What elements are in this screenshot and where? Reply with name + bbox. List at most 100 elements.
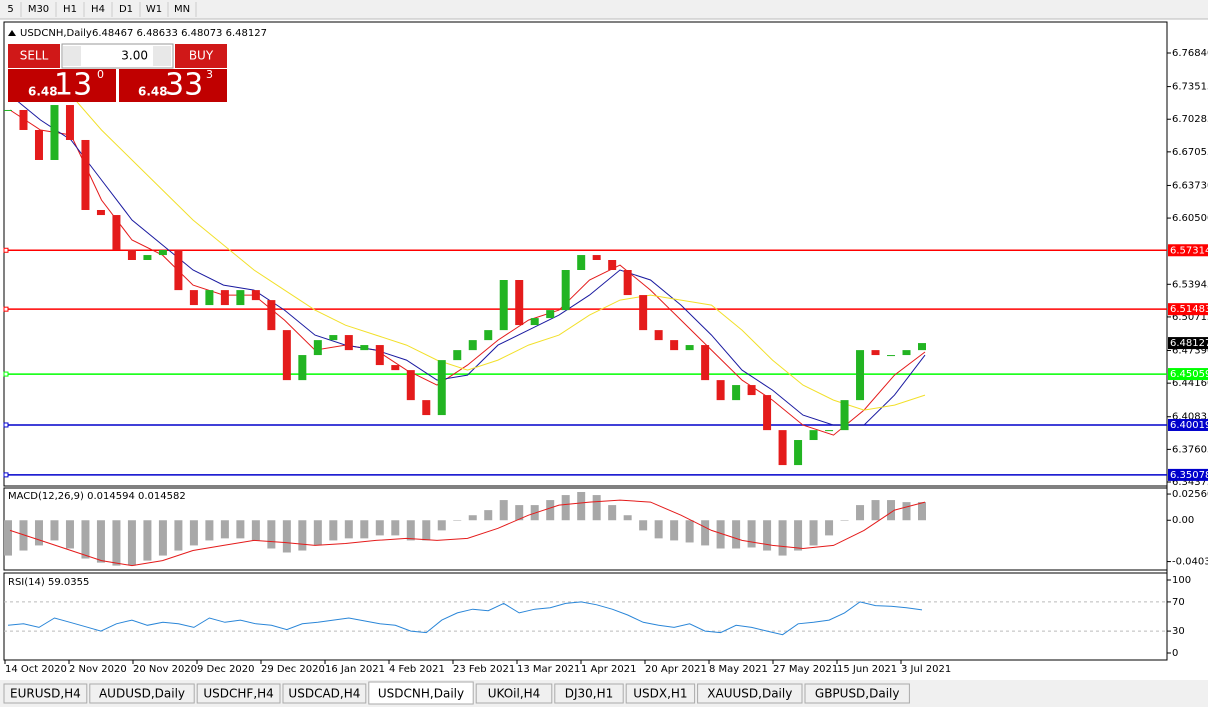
tab[interactable] xyxy=(804,683,910,704)
timeframe-button[interactable]: M30 xyxy=(28,4,49,15)
ask-fraction: 3 xyxy=(206,68,213,81)
tab-label[interactable]: USDX,H1 xyxy=(633,687,687,701)
buy-label: BUY xyxy=(189,49,214,63)
macd-bar xyxy=(794,520,803,551)
timeframe-button[interactable]: MN xyxy=(174,4,190,15)
macd-bar xyxy=(856,505,865,521)
timeframe-button[interactable]: H1 xyxy=(63,4,77,15)
y-tick-label: 6.73515 xyxy=(1172,82,1208,93)
macd-bar xyxy=(871,500,880,521)
tab[interactable] xyxy=(3,683,88,704)
candle xyxy=(840,400,849,431)
candle xyxy=(65,105,74,140)
sell-button[interactable] xyxy=(8,44,60,68)
tab[interactable] xyxy=(554,683,624,704)
y-tick-label: 6.63730 xyxy=(1172,180,1208,191)
level-price-label: 6.45059 xyxy=(1170,369,1208,380)
macd-bar xyxy=(422,520,431,541)
bid-big: 6.48 xyxy=(28,85,58,99)
macd-bar xyxy=(484,510,493,521)
tab-label[interactable]: UKOil,H4 xyxy=(488,687,541,701)
tab[interactable] xyxy=(89,683,195,704)
y-tick-label: 6.60500 xyxy=(1172,213,1208,224)
tab[interactable] xyxy=(368,681,474,705)
tab[interactable] xyxy=(282,683,367,704)
macd-bar xyxy=(902,502,911,521)
macd-bar xyxy=(840,520,849,521)
lots-value: 3.00 xyxy=(121,49,148,63)
x-tick-label: 1 Apr 2021 xyxy=(581,664,636,675)
candle xyxy=(499,280,508,331)
candle xyxy=(546,310,555,319)
candle xyxy=(375,345,384,366)
candle xyxy=(856,350,865,401)
level-handle xyxy=(3,247,9,253)
tab[interactable] xyxy=(697,683,803,704)
candle xyxy=(329,335,338,341)
candle xyxy=(4,109,12,111)
y-tick-label: 6.47390 xyxy=(1172,346,1208,357)
level-price-label: 6.57314 xyxy=(1170,245,1208,256)
candle xyxy=(96,209,105,216)
timeframe-button[interactable]: H4 xyxy=(91,4,105,15)
y-tick-label: 100 xyxy=(1172,575,1191,586)
macd-bar xyxy=(112,520,121,566)
macd-bar xyxy=(344,520,353,539)
tab-label[interactable]: XAUUSD,Daily xyxy=(707,687,792,701)
level-price-label: 6.35078 xyxy=(1170,470,1208,481)
macd-bar xyxy=(654,520,663,539)
macd-bar xyxy=(50,520,59,541)
candle xyxy=(918,343,926,351)
candle xyxy=(887,355,896,357)
x-tick-label: 2 Nov 2020 xyxy=(69,664,127,675)
one-click-trading: SELL 3.00 BUY 6.48 13 0 6.48 33 3 xyxy=(8,43,227,103)
tab[interactable] xyxy=(475,683,553,704)
y-tick-label: 30 xyxy=(1172,626,1185,637)
macd-bar xyxy=(825,520,834,536)
timeframe-button[interactable]: D1 xyxy=(119,4,133,15)
tab-label[interactable]: USDCAD,H4 xyxy=(288,687,360,701)
macd-bar xyxy=(4,520,12,556)
tab-label[interactable]: DJ30,H1 xyxy=(565,687,614,701)
y-tick-label: 6.70285 xyxy=(1172,114,1208,125)
tab-label[interactable]: USDCNH,Daily xyxy=(378,687,464,701)
timeframe-button[interactable]: 5 xyxy=(7,4,13,15)
sell-label: SELL xyxy=(20,49,49,63)
y-tick-label: 6.53945 xyxy=(1172,279,1208,290)
lots-up[interactable] xyxy=(153,46,171,66)
candle xyxy=(530,318,539,326)
level-price-box xyxy=(1168,468,1208,481)
candle xyxy=(220,290,229,306)
candle xyxy=(763,395,772,431)
tab[interactable] xyxy=(625,683,696,704)
candle xyxy=(313,340,322,356)
macd-bar xyxy=(158,520,167,556)
tab-label[interactable]: AUDUSD,Daily xyxy=(99,687,185,701)
tab-label[interactable]: USDCHF,H4 xyxy=(203,687,273,701)
level-price-label: 6.51483 xyxy=(1170,304,1208,315)
candle xyxy=(561,270,570,311)
x-tick-label: 23 Feb 2021 xyxy=(453,664,515,675)
y-tick-label: 6.76840 xyxy=(1172,48,1208,59)
candle xyxy=(19,109,28,130)
tab-label[interactable]: EURUSD,H4 xyxy=(10,687,81,701)
macd-bar xyxy=(236,520,245,539)
ask-box[interactable] xyxy=(119,69,227,102)
timeframe-button[interactable]: W1 xyxy=(146,4,162,15)
buy-button[interactable] xyxy=(175,44,227,68)
macd-bar xyxy=(468,515,477,521)
macd-bar xyxy=(96,520,105,563)
macd-bar xyxy=(19,520,28,551)
collapse-icon[interactable] xyxy=(8,30,16,36)
tab[interactable] xyxy=(196,683,281,704)
macd-bar xyxy=(189,520,198,546)
macd-bar xyxy=(313,520,322,546)
macd-bar xyxy=(499,500,508,521)
candle xyxy=(50,105,59,160)
macd-bar xyxy=(375,520,384,536)
candle xyxy=(747,385,756,396)
candle xyxy=(592,255,601,261)
bid-box[interactable] xyxy=(8,69,116,102)
tab-label[interactable]: GBPUSD,Daily xyxy=(815,687,900,701)
lots-down[interactable] xyxy=(63,46,81,66)
